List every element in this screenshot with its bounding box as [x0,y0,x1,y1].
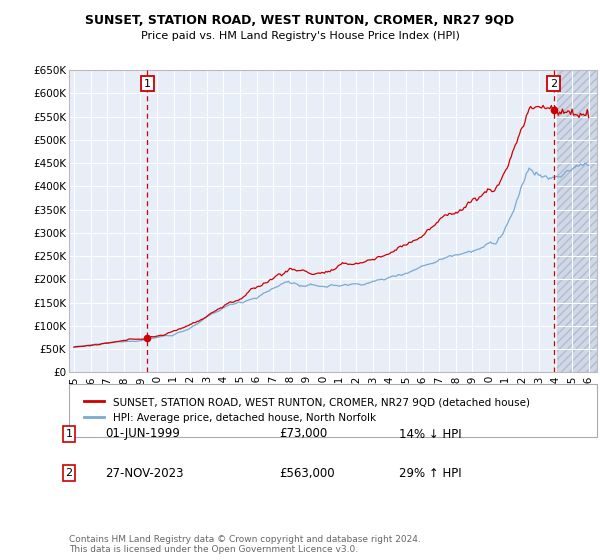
Text: 14% ↓ HPI: 14% ↓ HPI [399,427,461,441]
Text: Contains HM Land Registry data © Crown copyright and database right 2024.
This d: Contains HM Land Registry data © Crown c… [69,535,421,554]
Text: £73,000: £73,000 [279,427,327,441]
Text: 2: 2 [65,468,73,478]
Text: 2: 2 [550,78,557,88]
Text: 27-NOV-2023: 27-NOV-2023 [105,466,184,480]
Bar [557,70,597,372]
Text: 1: 1 [65,429,73,439]
Legend: SUNSET, STATION ROAD, WEST RUNTON, CROMER, NR27 9QD (detached house), HPI: Avera: SUNSET, STATION ROAD, WEST RUNTON, CROME… [79,393,534,427]
Text: 1: 1 [144,78,151,88]
Text: Price paid vs. HM Land Registry's House Price Index (HPI): Price paid vs. HM Land Registry's House … [140,31,460,41]
Text: £563,000: £563,000 [279,466,335,480]
Text: 29% ↑ HPI: 29% ↑ HPI [399,466,461,480]
Text: 01-JUN-1999: 01-JUN-1999 [105,427,180,441]
FancyBboxPatch shape [69,384,597,437]
Text: SUNSET, STATION ROAD, WEST RUNTON, CROMER, NR27 9QD: SUNSET, STATION ROAD, WEST RUNTON, CROME… [85,14,515,27]
